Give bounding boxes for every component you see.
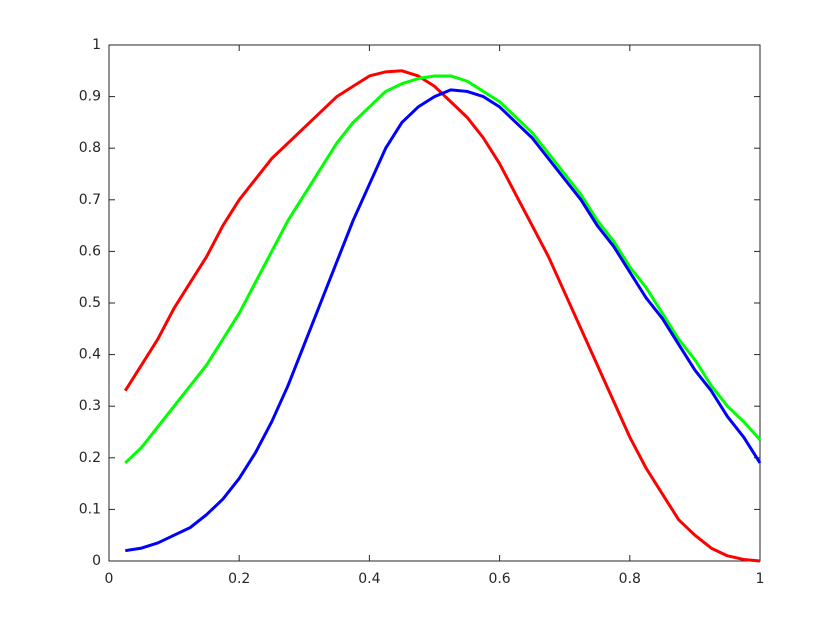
x-tick-label: 0.8 <box>619 571 641 587</box>
x-tick-label: 0.4 <box>358 571 380 587</box>
x-tick-label: 0 <box>105 571 114 587</box>
y-tick-label: 0.5 <box>79 295 101 311</box>
y-tick-label: 0.3 <box>79 398 101 414</box>
series-line <box>125 88 762 553</box>
y-tick-label: 0.1 <box>79 501 101 517</box>
y-tick-label: 0.6 <box>79 243 101 259</box>
x-tick-label: 0.6 <box>488 571 510 587</box>
y-tick-label: 1 <box>92 37 101 53</box>
plot-area <box>108 44 761 562</box>
y-tick-label: 0 <box>92 553 101 569</box>
series-line <box>124 74 762 465</box>
y-tick-label: 0.4 <box>79 347 101 363</box>
x-tick-label: 0.2 <box>228 571 250 587</box>
y-tick-label: 0.2 <box>79 450 101 466</box>
y-tick-label: 0.8 <box>79 140 101 156</box>
y-tick-label: 0.7 <box>79 192 101 208</box>
x-tick-label: 1 <box>756 571 765 587</box>
y-tick-label: 0.9 <box>79 89 101 105</box>
